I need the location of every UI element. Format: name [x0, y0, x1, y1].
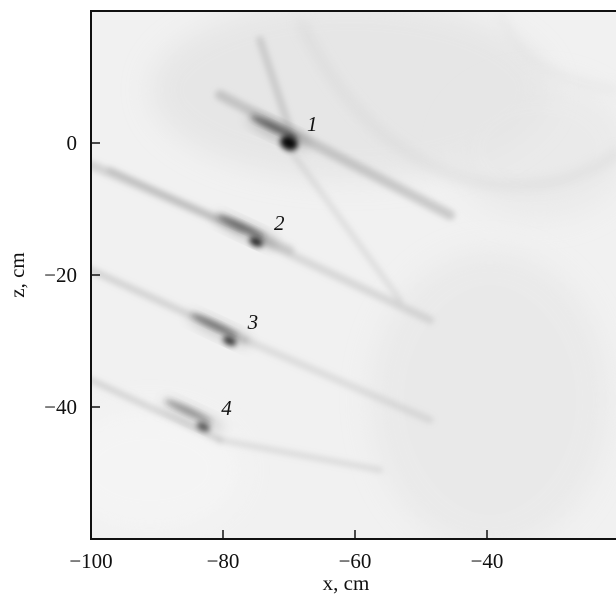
- x-tick-label: −40: [471, 549, 504, 573]
- y-tick-label: 0: [67, 131, 78, 155]
- x-axis: −100 −80 −60 −40: [69, 530, 503, 573]
- hot-spot-tail: [164, 399, 213, 423]
- point-label-3: 3: [247, 310, 259, 334]
- y-tick-label: −20: [44, 263, 77, 287]
- hot-spot-tail: [217, 214, 265, 238]
- hot-spot-3: [223, 336, 237, 346]
- y-axis-label: z, cm: [5, 252, 29, 297]
- x-axis-label: x, cm: [323, 571, 370, 595]
- hot-spot-1: [280, 135, 298, 151]
- hot-spot-tail: [250, 115, 298, 139]
- point-label-4: 4: [221, 396, 232, 420]
- point-labels: 1 2 3 4: [221, 112, 317, 420]
- y-tick-label: −40: [44, 395, 77, 419]
- intensity-field: [91, 11, 616, 539]
- hot-spot-tail: [191, 313, 239, 337]
- x-tick-label: −80: [207, 549, 240, 573]
- point-label-2: 2: [274, 211, 285, 235]
- hot-spot-4: [196, 422, 210, 432]
- y-axis: 0 −20 −40: [44, 131, 100, 419]
- x-tick-label: −100: [69, 549, 112, 573]
- x-tick-label: −60: [339, 549, 372, 573]
- point-label-1: 1: [307, 112, 318, 136]
- hot-spot-2: [249, 237, 263, 247]
